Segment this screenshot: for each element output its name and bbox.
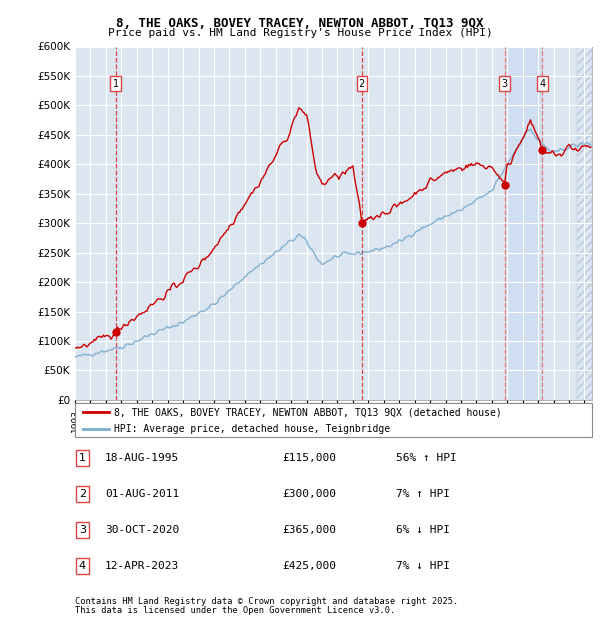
- Text: 3: 3: [502, 79, 508, 89]
- Text: 56% ↑ HPI: 56% ↑ HPI: [396, 453, 457, 463]
- Text: £365,000: £365,000: [282, 525, 336, 535]
- Bar: [505, 46, 542, 400]
- Text: 4: 4: [539, 79, 545, 89]
- Text: Contains HM Land Registry data © Crown copyright and database right 2025.: Contains HM Land Registry data © Crown c…: [75, 597, 458, 606]
- Text: 3: 3: [79, 525, 86, 535]
- Text: 30-OCT-2020: 30-OCT-2020: [105, 525, 179, 535]
- Text: 4: 4: [79, 561, 86, 571]
- Text: HPI: Average price, detached house, Teignbridge: HPI: Average price, detached house, Teig…: [114, 423, 390, 433]
- Text: This data is licensed under the Open Government Licence v3.0.: This data is licensed under the Open Gov…: [75, 606, 395, 615]
- Text: 1: 1: [113, 79, 119, 89]
- Text: £425,000: £425,000: [282, 561, 336, 571]
- Text: 6% ↓ HPI: 6% ↓ HPI: [396, 525, 450, 535]
- Text: 8, THE OAKS, BOVEY TRACEY, NEWTON ABBOT, TQ13 9QX: 8, THE OAKS, BOVEY TRACEY, NEWTON ABBOT,…: [116, 17, 484, 30]
- Text: 7% ↑ HPI: 7% ↑ HPI: [396, 489, 450, 499]
- Text: 12-APR-2023: 12-APR-2023: [105, 561, 179, 571]
- Text: 01-AUG-2011: 01-AUG-2011: [105, 489, 179, 499]
- Text: Price paid vs. HM Land Registry's House Price Index (HPI): Price paid vs. HM Land Registry's House …: [107, 28, 493, 38]
- Text: £300,000: £300,000: [282, 489, 336, 499]
- Text: £115,000: £115,000: [282, 453, 336, 463]
- Text: 2: 2: [359, 79, 365, 89]
- Text: 7% ↓ HPI: 7% ↓ HPI: [396, 561, 450, 571]
- FancyBboxPatch shape: [75, 403, 592, 437]
- Text: 2: 2: [79, 489, 86, 499]
- Text: 8, THE OAKS, BOVEY TRACEY, NEWTON ABBOT, TQ13 9QX (detached house): 8, THE OAKS, BOVEY TRACEY, NEWTON ABBOT,…: [114, 407, 502, 417]
- Text: 1: 1: [79, 453, 86, 463]
- Text: 18-AUG-1995: 18-AUG-1995: [105, 453, 179, 463]
